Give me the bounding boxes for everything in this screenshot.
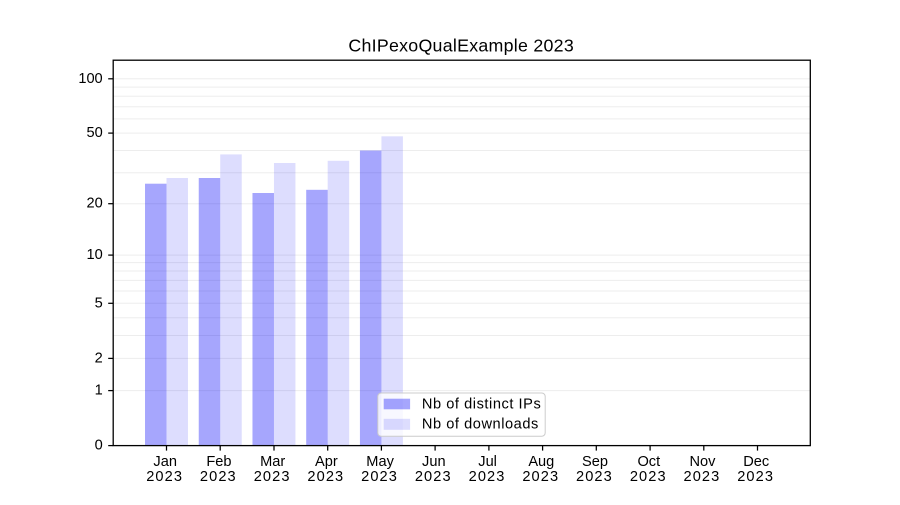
svg-text:100: 100 [78,71,102,87]
svg-text:1: 1 [95,383,103,399]
svg-text:May: May [366,454,394,470]
svg-text:Jul: Jul [478,454,497,470]
svg-text:Nov: Nov [690,454,717,470]
svg-text:ChIPexoQualExample 2023: ChIPexoQualExample 2023 [348,36,574,56]
svg-text:Feb: Feb [206,454,231,470]
svg-text:Dec: Dec [743,454,769,470]
svg-text:Nb of distinct IPs: Nb of distinct IPs [422,396,541,412]
svg-text:5: 5 [95,295,103,311]
svg-text:Jun: Jun [422,454,446,470]
svg-text:2023: 2023 [630,469,667,485]
svg-text:2023: 2023 [737,469,774,485]
svg-text:2023: 2023 [146,469,183,485]
svg-text:2023: 2023 [361,469,398,485]
svg-text:Oct: Oct [637,454,660,470]
svg-text:2023: 2023 [307,469,344,485]
svg-text:Jan: Jan [153,454,177,470]
svg-text:Aug: Aug [528,454,554,470]
svg-text:2023: 2023 [684,469,721,485]
svg-text:2023: 2023 [254,469,291,485]
svg-text:0: 0 [95,438,103,454]
svg-text:2023: 2023 [415,469,452,485]
svg-text:10: 10 [86,247,102,263]
svg-text:2023: 2023 [469,469,506,485]
svg-text:Mar: Mar [260,454,285,470]
svg-text:50: 50 [86,125,102,141]
svg-text:2023: 2023 [200,469,237,485]
svg-text:Sep: Sep [582,454,608,470]
svg-text:2: 2 [95,350,103,366]
svg-text:Apr: Apr [315,454,338,470]
svg-text:20: 20 [86,196,102,212]
svg-text:2023: 2023 [522,469,559,485]
svg-text:Nb of downloads: Nb of downloads [422,417,539,433]
svg-text:2023: 2023 [576,469,613,485]
